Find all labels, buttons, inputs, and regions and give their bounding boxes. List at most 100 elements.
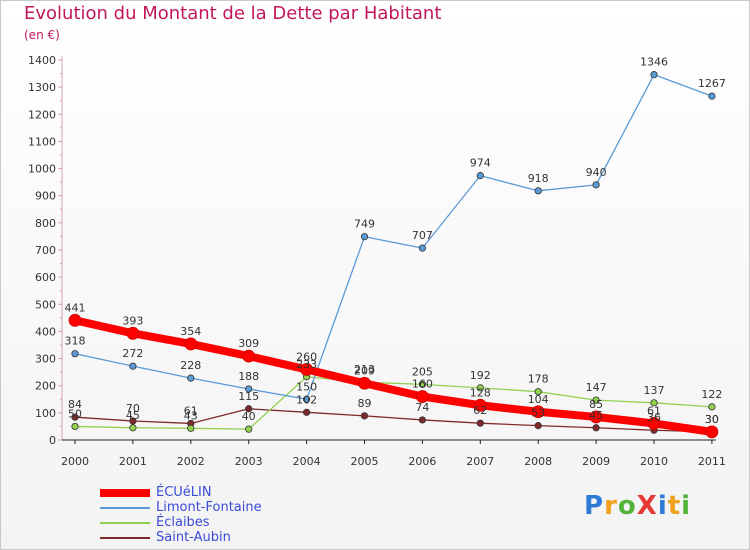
x-tick-label: 2009: [582, 455, 610, 468]
axes: 0 100 200 300 400 500 600 700 800 900 1000 1100 1200…: [28, 54, 726, 468]
series-layer: [68, 71, 719, 439]
data-point: [245, 425, 253, 433]
x-tick-label: 2008: [524, 455, 552, 468]
y-tick-label: 700: [35, 244, 56, 257]
data-point: [534, 187, 542, 195]
data-point: [184, 337, 198, 351]
data-label: 974: [470, 157, 491, 170]
data-label: 228: [180, 359, 201, 372]
legend-swatch: [100, 537, 150, 539]
data-point: [302, 395, 311, 403]
data-point: [418, 380, 426, 388]
data-point: [473, 398, 487, 412]
data-label: 233: [296, 358, 317, 371]
data-point: [187, 424, 195, 432]
y-tick-label: 400: [35, 325, 56, 338]
data-label: 102: [296, 393, 317, 406]
proxiti-logo: ProXiti: [584, 491, 691, 521]
data-label: 160: [412, 378, 433, 391]
data-label: 213: [354, 363, 375, 376]
data-point: [592, 396, 600, 404]
data-point: [589, 410, 603, 424]
logo-letter: i: [681, 491, 692, 521]
data-point: [592, 424, 600, 432]
data-label: 918: [528, 172, 549, 185]
series--cu-lin: [68, 313, 719, 439]
data-point: [71, 413, 79, 421]
data-label: 137: [644, 384, 665, 397]
series-line: [74, 408, 713, 433]
data-label: 128: [470, 386, 491, 399]
data-point: [647, 417, 661, 430]
x-tick-label: 2005: [351, 455, 379, 468]
data-label: 30: [705, 413, 719, 426]
data-point: [187, 374, 195, 382]
y-tick-label: 500: [35, 298, 56, 311]
legend-item: Limont-Fontaine: [100, 500, 400, 516]
y-tick-label: 1200: [28, 108, 56, 121]
logo-letter: X: [636, 491, 658, 521]
data-label: 30: [705, 413, 719, 426]
legend-swatch: [100, 507, 150, 509]
data-point: [302, 408, 311, 416]
chart-title: Evolution du Montant de la Dette par Hab…: [24, 3, 442, 24]
data-label: 53: [531, 407, 545, 420]
data-point: [418, 244, 426, 252]
x-tick-label: 2007: [466, 455, 494, 468]
data-label: 192: [470, 369, 491, 382]
data-label: 1346: [640, 56, 668, 69]
x-tick-label: 2001: [119, 455, 147, 468]
data-label: 188: [238, 370, 259, 383]
data-label: 45: [589, 409, 603, 422]
data-labels-layer: 441 393 354 309 260 209 160 128 104 85 61 30 318 272 2…: [65, 56, 726, 426]
data-point: [650, 399, 658, 407]
data-label: 940: [586, 166, 607, 179]
data-point: [360, 412, 369, 420]
data-point: [129, 424, 137, 432]
data-label: 104: [528, 393, 549, 406]
legend-item: ÉCUéLIN: [100, 485, 400, 501]
data-point: [71, 350, 79, 358]
data-label: 74: [415, 401, 429, 414]
x-tick-label: 2004: [293, 455, 321, 468]
data-point: [68, 313, 82, 327]
y-tick-label: 200: [35, 380, 56, 393]
legend-label: Saint-Aubin: [156, 530, 231, 545]
y-tick-label: 900: [35, 190, 56, 203]
data-point: [705, 425, 719, 439]
series-line: [74, 376, 713, 430]
data-label: 62: [473, 404, 487, 417]
data-label: 749: [354, 218, 375, 231]
legend-item: Éclaibes: [100, 515, 400, 531]
data-label: 84: [68, 398, 82, 411]
data-point: [534, 388, 542, 396]
y-tick-label: 800: [35, 217, 56, 230]
data-label: 61: [184, 404, 198, 417]
logo-letter: P: [584, 491, 605, 521]
legend-label: ÉCUéLIN: [156, 485, 212, 500]
logo-letter: i: [657, 491, 668, 521]
data-point: [650, 71, 658, 79]
x-tick-label: 2000: [61, 455, 89, 468]
y-tick-label: 100: [35, 407, 56, 420]
data-point: [531, 405, 545, 419]
y-tick-label: 1400: [28, 54, 56, 67]
legend-label: Éclaibes: [156, 515, 210, 530]
data-label: 43: [184, 409, 198, 422]
x-tick-label: 2002: [177, 455, 205, 468]
data-point: [708, 92, 716, 100]
logo-letter: o: [617, 491, 637, 521]
data-point: [245, 385, 253, 393]
y-tick-label: 0: [49, 434, 56, 447]
data-label: 260: [296, 350, 317, 363]
y-tick-label: 1300: [28, 81, 56, 94]
data-point: [358, 376, 371, 390]
data-point: [418, 416, 426, 424]
data-point: [360, 233, 369, 241]
data-point: [300, 363, 314, 376]
y-tick-label: 1100: [28, 135, 56, 148]
data-label: 89: [358, 397, 372, 410]
y-unit-label: (en €): [24, 28, 60, 42]
